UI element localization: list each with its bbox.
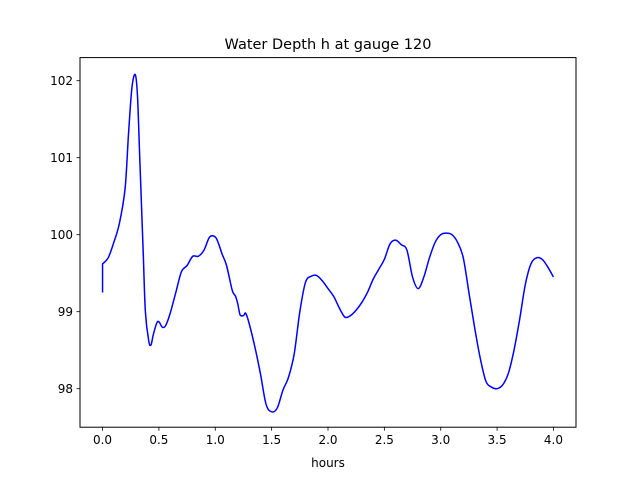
chart-title: Water Depth h at gauge 120 [225, 37, 432, 53]
series-line [101, 73, 555, 413]
y-tick-label: 100 [50, 228, 73, 242]
x-tick-label: 1.0 [206, 433, 225, 447]
x-tick-label: 2.5 [375, 433, 394, 447]
x-tick-label: 4.0 [544, 433, 563, 447]
y-tick-label: 98 [58, 382, 73, 396]
plot-area [101, 73, 555, 413]
x-axis: 0.0 0.5 1.0 1.5 2.0 2.5 3.0 3.5 4.0 [93, 427, 563, 447]
x-tick-label: 3.5 [488, 433, 507, 447]
x-tick-label: 2.0 [318, 433, 337, 447]
x-tick-label: 0.0 [93, 433, 112, 447]
x-tick-label: 0.5 [149, 433, 168, 447]
x-tick-label: 1.5 [262, 433, 281, 447]
y-tick-label: 101 [50, 151, 73, 165]
y-tick-label: 99 [58, 305, 73, 319]
y-tick-label: 102 [50, 74, 73, 88]
y-axis: 98 99 100 101 102 [50, 74, 80, 396]
x-tick-label: 3.0 [431, 433, 450, 447]
plot-frame [79, 57, 577, 428]
x-axis-label: hours [311, 456, 345, 470]
